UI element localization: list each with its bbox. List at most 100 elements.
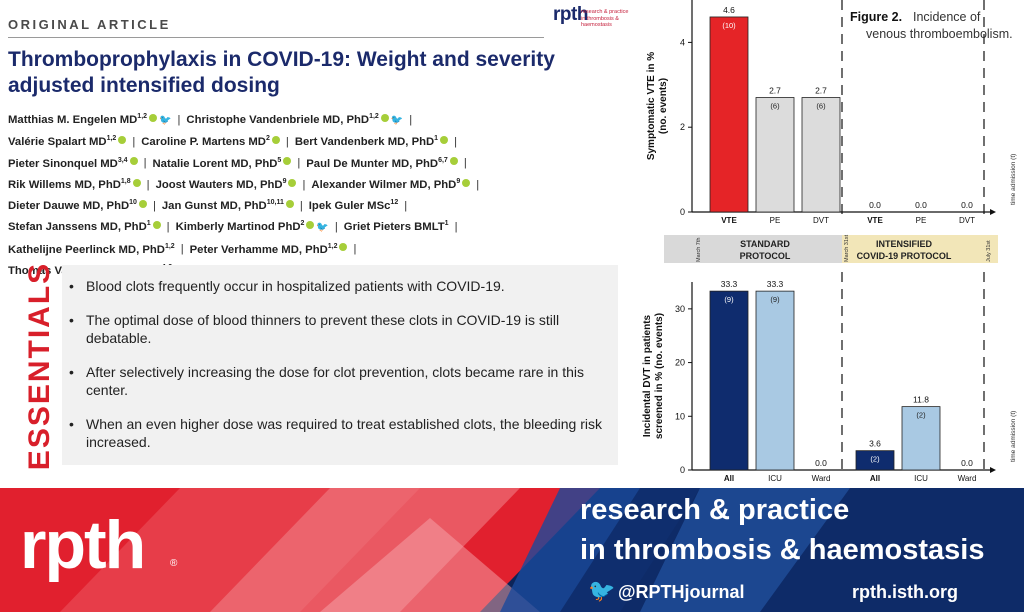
- figure-caption: Incidence of: [913, 10, 981, 24]
- timeline-intensified: [842, 235, 998, 263]
- separator: |: [454, 136, 458, 149]
- author-name[interactable]: Pieter Sinonquel MD: [8, 157, 118, 170]
- x-tick-label: Ward: [812, 474, 831, 483]
- orcid-icon[interactable]: [138, 199, 147, 208]
- essentials-list: Blood clots frequently occur in hospital…: [66, 277, 618, 467]
- author-affiliation: 6,7: [438, 156, 448, 164]
- author-list: Matthias M. Engelen MD 1,2 🐦 | Christophe Va…: [8, 108, 583, 280]
- author-affiliation: 2: [300, 220, 305, 228]
- author-affiliation: 1,2: [327, 242, 338, 250]
- separator: |: [299, 199, 303, 212]
- essentials-item: After selectively increasing the dose fo…: [66, 363, 618, 399]
- separator: |: [285, 136, 289, 149]
- bar-value-label: 0.0: [961, 200, 973, 210]
- figure-caption: venous thromboembolism.: [866, 27, 1013, 41]
- orcid-icon[interactable]: [339, 243, 348, 252]
- orcid-icon[interactable]: [288, 178, 297, 187]
- twitter-handle[interactable]: @RPTHjournal: [618, 582, 745, 602]
- orcid-icon[interactable]: [271, 136, 280, 145]
- orcid-icon[interactable]: [132, 178, 141, 187]
- orcid-icon[interactable]: [129, 157, 138, 166]
- essentials-label: ESSENTIALS: [20, 261, 60, 471]
- logo-sub-1: research & practice: [581, 9, 629, 15]
- orcid-icon[interactable]: [285, 199, 294, 208]
- journal-logo[interactable]: rpth research & practice in thrombosis &…: [553, 5, 633, 33]
- bar-event-label: (10): [722, 21, 736, 30]
- separator: |: [132, 136, 136, 149]
- author-line: Kathelijne Peerlinck MD, PhD 1,2 | Peter Ve…: [8, 238, 583, 259]
- author-affiliation: 1: [434, 135, 439, 143]
- separator: |: [353, 243, 357, 256]
- author-name[interactable]: Dieter Dauwe MD, PhD: [8, 199, 130, 212]
- author-name[interactable]: Ipek Guler MSc: [308, 199, 391, 212]
- twitter-icon[interactable]: 🐦: [159, 114, 172, 126]
- footer-logo[interactable]: rpth: [20, 507, 146, 583]
- separator: |: [152, 199, 156, 212]
- orcid-icon[interactable]: [462, 178, 471, 187]
- orcid-icon[interactable]: [283, 157, 292, 166]
- registered-mark: ®: [170, 558, 178, 569]
- author-line: Rik Willems MD, PhD1,8 | Joost Wauters MD,…: [8, 173, 583, 194]
- x-tick-label: Ward: [958, 474, 977, 483]
- date-label: March 31st: [844, 234, 850, 262]
- author-affiliation: 9: [456, 177, 461, 185]
- separator: |: [404, 199, 408, 212]
- essentials-item: When an even higher dose was required to…: [66, 415, 618, 451]
- date-label: March 7th: [696, 238, 702, 262]
- figure-panel[interactable]: Figure 2. Incidence of venous thromboembol…: [628, 0, 1024, 488]
- logo-text: rpth: [553, 4, 588, 25]
- author-name[interactable]: Joost Wauters MD, PhD: [155, 178, 283, 191]
- author-name[interactable]: Bert Vandenberk MD, PhD: [294, 136, 435, 149]
- bar-value-label: 33.3: [721, 279, 738, 289]
- section-label: ORIGINAL ARTICLE: [8, 17, 171, 32]
- title-line-2: adjusted intensified dosing: [8, 74, 280, 97]
- author-affiliation: 1: [146, 220, 151, 228]
- website-link[interactable]: rpth.isth.org: [852, 582, 958, 602]
- y-axis-label: (no. events): [658, 78, 669, 134]
- author-name[interactable]: Alexander Wilmer MD, PhD: [311, 178, 457, 191]
- orcid-icon[interactable]: [440, 136, 449, 145]
- twitter-icon[interactable]: 🐦: [316, 222, 329, 234]
- bar-event-label: (9): [724, 295, 734, 304]
- author-name[interactable]: Caroline P. Martens MD: [141, 136, 266, 149]
- author-name[interactable]: Valérie Spalart MD: [8, 136, 107, 149]
- orcid-icon[interactable]: [152, 221, 161, 230]
- y-tick-label: 0: [680, 207, 685, 217]
- separator: |: [166, 221, 170, 234]
- author-name[interactable]: Rik Willems MD, PhD: [8, 178, 121, 191]
- separator: |: [334, 221, 338, 234]
- twitter-icon[interactable]: 🐦: [390, 114, 404, 126]
- author-affiliation: 3,4: [117, 156, 128, 164]
- article-title[interactable]: Thromboprophylaxis in COVID-19: Weight a…: [8, 47, 568, 99]
- twitter-icon[interactable]: 🐦: [588, 578, 616, 603]
- author-name[interactable]: Kimberly Martinod PhD: [175, 221, 301, 234]
- x-axis-arrow: [990, 209, 996, 215]
- y-tick-label: 4: [680, 37, 685, 47]
- title-line-1: Thromboprophylaxis in COVID-19: Weight a…: [8, 48, 555, 71]
- author-name[interactable]: Jan Gunst MD, PhD: [161, 199, 267, 212]
- orcid-icon[interactable]: [149, 113, 158, 122]
- orcid-icon[interactable]: [306, 221, 315, 230]
- author-name[interactable]: Matthias M. Engelen MD: [8, 113, 138, 126]
- bar-value-label: 11.8: [913, 395, 929, 405]
- author-name[interactable]: Christophe Vandenbriele MD, PhD: [186, 113, 370, 126]
- bar: [709, 290, 749, 471]
- author-name[interactable]: Griet Pieters BMLT: [343, 221, 445, 234]
- footer-tagline-1: research & practice: [580, 494, 850, 526]
- essentials-label-text: ESSENTIALS: [23, 261, 56, 471]
- author-name[interactable]: Paul De Munter MD, PhD: [306, 157, 439, 170]
- bar-value-label: 2.7: [769, 86, 781, 96]
- author-affiliation: 10: [129, 199, 137, 207]
- author-name[interactable]: Peter Verhamme MD, PhD: [189, 243, 328, 256]
- figure-chart: Figure 2. Incidence of venous thromboembol…: [642, 0, 1017, 483]
- essentials-item: The optimal dose of blood thinners to pr…: [66, 311, 618, 347]
- x-tick-label: VTE: [867, 216, 883, 225]
- separator: |: [302, 178, 306, 191]
- orcid-icon[interactable]: [380, 113, 389, 122]
- author-name[interactable]: Kathelijne Peerlinck MD, PhD: [8, 243, 165, 256]
- author-name[interactable]: Natalie Lorent MD, PhD: [152, 157, 278, 170]
- separator: |: [143, 157, 147, 170]
- orcid-icon[interactable]: [449, 157, 458, 166]
- author-name[interactable]: Stefan Janssens MD, PhD: [8, 221, 147, 234]
- orcid-icon[interactable]: [118, 136, 127, 145]
